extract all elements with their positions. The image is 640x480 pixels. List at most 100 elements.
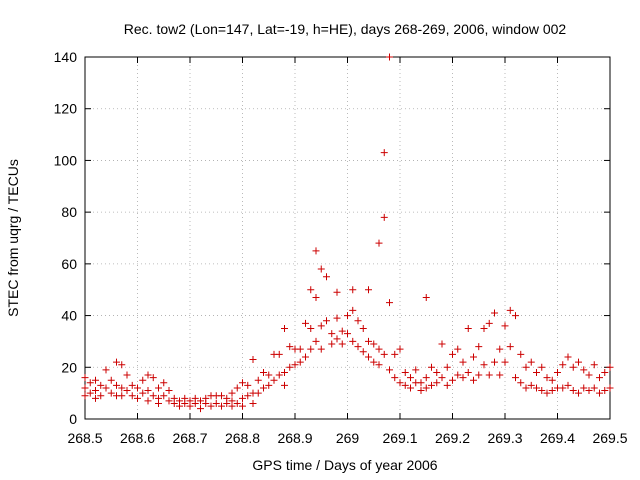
data-point [506, 343, 514, 351]
data-point [92, 394, 99, 402]
data-point [176, 402, 183, 410]
data-point [559, 361, 567, 369]
data-point [92, 387, 99, 395]
data-point [239, 402, 246, 410]
data-point [370, 358, 378, 366]
data-point [396, 345, 404, 353]
data-point [433, 368, 441, 376]
data-point [359, 325, 367, 332]
x-tick-label: 269.4 [540, 430, 575, 446]
y-tick-label: 40 [61, 308, 77, 324]
data-point [533, 384, 540, 392]
data-point [475, 371, 483, 379]
data-point [81, 392, 89, 400]
data-point [564, 381, 572, 389]
data-point [191, 399, 199, 407]
grid-lines [85, 57, 610, 419]
data-point [212, 399, 220, 407]
x-tick-label: 269.3 [487, 430, 522, 446]
data-point [118, 392, 126, 400]
data-point [123, 371, 131, 379]
data-point [480, 361, 488, 369]
data-point [107, 376, 115, 384]
data-point [375, 361, 383, 369]
data-point [254, 376, 262, 384]
data-point [233, 384, 241, 392]
data-point [590, 361, 598, 369]
data-point [233, 399, 241, 407]
data-point [128, 392, 136, 400]
data-point [606, 363, 614, 371]
data-point [107, 389, 115, 397]
data-point [149, 392, 157, 400]
data-point [286, 363, 294, 371]
data-point [564, 353, 572, 361]
data-point [118, 384, 126, 392]
data-point [144, 371, 152, 379]
data-point [396, 379, 404, 387]
data-point [485, 371, 493, 379]
data-point [359, 348, 367, 356]
y-tick-label: 0 [69, 411, 77, 427]
data-point [428, 363, 435, 371]
data-point [323, 273, 330, 281]
data-point [596, 374, 603, 382]
data-point [496, 345, 504, 353]
x-tick-label: 268.6 [120, 430, 155, 446]
data-point [254, 389, 262, 397]
data-point [596, 389, 603, 397]
data-point [155, 384, 162, 392]
data-point [281, 368, 288, 376]
data-point [464, 325, 472, 332]
data-point [317, 322, 325, 330]
data-point [470, 353, 477, 361]
data-point [559, 384, 567, 392]
data-point [375, 239, 383, 247]
data-point [601, 387, 609, 395]
data-point [275, 371, 283, 379]
data-point [128, 381, 136, 389]
data-point [144, 397, 152, 405]
data-point [312, 293, 320, 301]
data-point [265, 371, 273, 379]
data-point [81, 374, 89, 382]
data-point [160, 392, 168, 400]
data-point [260, 384, 267, 392]
data-point [144, 387, 152, 395]
y-tick-label: 100 [54, 152, 78, 168]
data-point [223, 399, 231, 407]
data-point [590, 384, 598, 392]
data-point [585, 387, 593, 395]
data-point [197, 397, 204, 405]
data-point [333, 314, 341, 322]
data-point [270, 376, 278, 384]
data-point [401, 381, 409, 389]
data-point [580, 366, 588, 374]
data-point [354, 343, 362, 351]
data-point [422, 374, 430, 382]
data-point [470, 376, 477, 384]
data-point [407, 384, 414, 392]
data-point [202, 399, 210, 407]
data-point [375, 345, 383, 353]
data-point [149, 374, 157, 382]
scatter-points [81, 53, 614, 413]
data-point [391, 374, 399, 382]
x-axis-ticks: 268.5 268.6 268.7 268.8 268.9 269 269.1 269.2 26… [67, 57, 628, 446]
data-point [501, 322, 509, 330]
data-point [349, 337, 357, 345]
data-point [328, 340, 336, 348]
data-point [527, 358, 535, 366]
data-point [417, 387, 425, 395]
data-point [170, 399, 178, 407]
data-point [323, 317, 330, 325]
data-point [433, 379, 441, 387]
data-point [139, 389, 147, 397]
x-tick-label: 269 [336, 430, 360, 446]
data-point [286, 343, 294, 351]
x-tick-label: 268.5 [67, 430, 102, 446]
data-point [197, 405, 204, 413]
data-point [302, 353, 309, 361]
x-tick-label: 268.9 [277, 430, 312, 446]
data-point [422, 293, 430, 301]
